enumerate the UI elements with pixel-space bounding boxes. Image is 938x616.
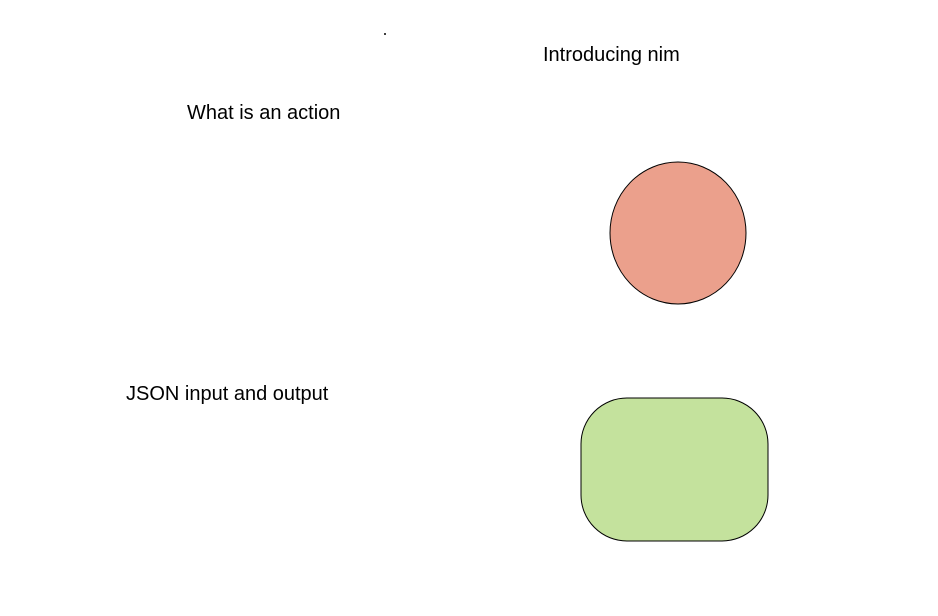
salmon-circle-shape[interactable] [609,161,747,305]
what-is-an-action-label: What is an action [187,102,341,124]
stray-dot [384,33,386,35]
json-input-output-label: JSON input and output [126,383,329,405]
introducing-nim-label: Introducing nim [543,44,680,66]
green-rounded-rect-shape[interactable] [580,397,769,542]
